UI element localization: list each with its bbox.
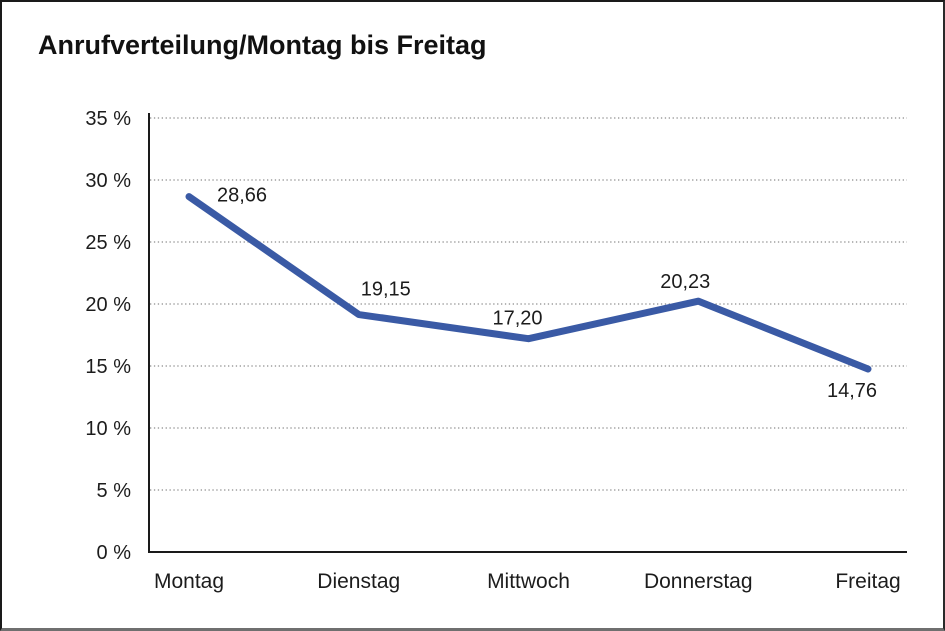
series-line xyxy=(185,193,872,373)
data-label: 20,23 xyxy=(660,271,710,293)
x-axis-label: Mittwoch xyxy=(487,570,570,593)
y-tick-label: 10 % xyxy=(85,418,131,440)
y-tick-label: 30 % xyxy=(85,170,131,192)
data-label: 14,76 xyxy=(827,380,877,402)
x-axis-label: Donnerstag xyxy=(644,570,753,593)
y-tick-label: 35 % xyxy=(85,108,131,130)
x-axis-label: Dienstag xyxy=(317,570,400,593)
y-tick-label: 5 % xyxy=(97,480,132,502)
x-axis-label: Freitag xyxy=(835,570,900,593)
y-tick-label: 20 % xyxy=(85,294,131,316)
data-label: 28,66 xyxy=(217,185,267,207)
y-tick-label: 0 % xyxy=(97,542,132,564)
data-label: 17,20 xyxy=(492,308,542,330)
x-axis-label: Montag xyxy=(154,570,224,593)
y-tick-label: 15 % xyxy=(85,356,131,378)
data-label: 19,15 xyxy=(361,279,411,301)
chart-title: Anrufverteilung/Montag bis Freitag xyxy=(38,30,487,60)
y-tick-label: 25 % xyxy=(85,232,131,254)
